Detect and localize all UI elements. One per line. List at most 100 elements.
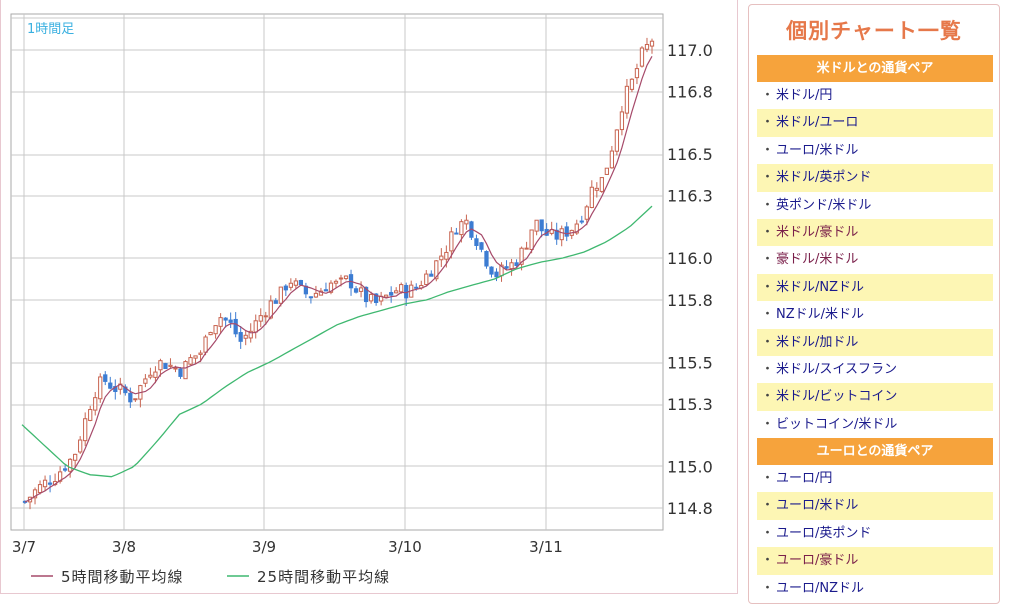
candle-body [564,226,569,237]
currency-pair-link[interactable]: ・米ドル/英ポンド [757,164,993,192]
candle-body [338,277,344,280]
candle-body [634,68,640,79]
currency-pair-label: 米ドル/英ポンド [776,170,872,186]
currency-pair-label: 米ドル/スイスフラン [776,361,898,377]
currency-pair-link[interactable]: ・米ドル/円 [757,82,993,110]
candle-body [323,289,329,292]
currency-pair-label: 豪ドル/米ドル [776,252,859,268]
bullet-icon: ・ [761,361,775,377]
x-tick-label: 3/9 [252,538,276,556]
candle-body [594,187,599,191]
candle-body [649,40,655,47]
bullet-icon: ・ [761,142,775,158]
candle-body [37,484,43,493]
currency-pair-link[interactable]: ・ユーロ/米ドル [757,136,993,165]
candle-body [153,371,158,378]
candle-body [218,317,223,327]
section-heading: 米ドルとの通貨ペア [757,55,993,82]
currency-pair-label: ユーロ/円 [776,471,833,487]
candle-body [389,292,394,296]
currency-pair-link[interactable]: ・英ポンド/米ドル [757,191,993,219]
candle-body [293,280,298,286]
currency-pair-link[interactable]: ・豪ドル/米ドル [757,246,993,274]
candle-body [133,398,138,401]
currency-pair-link[interactable]: ・ユーロ/豪ドル [757,547,993,575]
currency-pair-label: 米ドル/円 [776,88,833,103]
bullet-icon: ・ [761,197,775,213]
currency-pair-link[interactable]: ・ユーロ/米ドル [757,492,993,520]
candle-body [639,47,645,67]
currency-pair-link[interactable]: ・米ドル/ビットコイン [757,383,993,411]
chart-panel: 1時間足 117.0 116.8 116.5 116.3 116.0 115.8 115.5 1… [0,0,738,594]
currency-pair-label: 米ドル/加ドル [776,334,859,350]
bullet-icon: ・ [761,224,775,240]
y-tick-label: 115.5 [667,353,713,372]
candle-body [313,292,319,298]
candle-body [103,374,108,382]
candle-body [223,317,228,321]
legend-label-ma5: 5時間移動平均線 [61,568,184,586]
candle-body [233,318,238,335]
currency-pair-label: ビットコイン/米ドル [776,416,898,432]
candle-body [98,376,103,400]
currency-pair-link[interactable]: ・米ドル/NZドル [757,273,993,302]
candle-body [459,221,464,236]
candle-body [629,78,635,90]
candle-body [619,111,625,131]
candle-body [579,220,584,223]
candle-body [183,361,188,380]
candle-body [589,186,594,209]
candle-body [368,293,374,302]
candle-body [574,223,579,234]
currency-pair-link[interactable]: ・ユーロ/英ポンド [757,519,993,548]
candle-body [333,280,339,284]
candle-body [148,374,153,378]
y-tick-label: 117.0 [667,41,713,60]
candle-body [479,242,484,250]
currency-pair-link[interactable]: ・米ドル/加ドル [757,328,993,356]
bullet-icon: ・ [761,525,775,541]
ma5-line [24,56,653,503]
currency-pair-link[interactable]: ・米ドル/豪ドル [757,218,993,247]
candle-body [444,251,449,260]
currency-pair-link[interactable]: ・ユーロ/円 [757,465,993,493]
candle-body [298,280,304,286]
candle-body [343,275,349,280]
candle-body [213,325,218,335]
candle-body [599,177,604,192]
candle-body [88,409,93,421]
candle-body [263,315,268,318]
candle-body [42,479,48,488]
candle-body [273,300,278,304]
bullet-icon: ・ [761,334,775,350]
candle-body [584,206,589,220]
candle-body [373,293,379,303]
candle-body [529,229,534,250]
candlestick-chart: 1時間足 117.0 116.8 116.5 116.3 116.0 115.8 115.5 1… [10,13,713,586]
plot-area [10,13,664,531]
currency-pair-link[interactable]: ・ビットコイン/米ドル [757,410,993,439]
x-tick-label: 3/10 [388,538,422,556]
currency-pair-link[interactable]: ・米ドル/スイスフラン [757,355,993,384]
currency-pair-label: ユーロ/米ドル [776,142,859,158]
currency-pair-label: NZドル/米ドル [776,307,865,323]
candle-body [614,129,620,152]
candle-body [554,229,559,240]
candle-body [489,266,494,275]
currency-pair-label: 米ドル/豪ドル [776,224,859,240]
candle-body [62,468,68,471]
candle-body [308,296,314,299]
x-tick-label: 3/11 [529,538,563,556]
candle-body [454,232,459,235]
candle-body [644,44,650,50]
candle-body [83,418,88,442]
y-tick-label: 116.3 [667,187,713,206]
currency-pair-label: ユーロ/米ドル [776,498,859,514]
candle-body [188,357,193,365]
candle-body [494,271,499,278]
currency-pair-link[interactable]: ・ユーロ/NZドル [757,574,993,603]
bullet-icon: ・ [761,471,775,487]
candle-body [248,330,253,339]
currency-pair-link[interactable]: ・米ドル/ユーロ [757,109,993,137]
currency-pair-link[interactable]: ・ NZドル/米ドル [757,301,993,329]
